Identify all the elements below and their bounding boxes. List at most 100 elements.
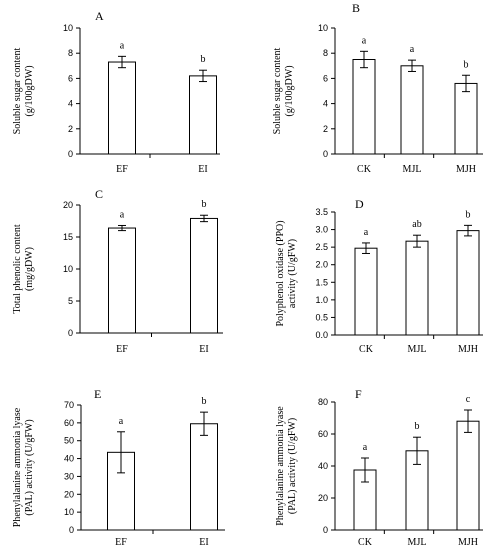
y-tick-label-b-4: 8 — [323, 48, 328, 58]
y-axis-label-line-d-1: activity (U/gFW) — [287, 239, 298, 308]
y-axis-label-e: Phenylalanine ammonia lyase(PAL) activit… — [12, 407, 35, 527]
y-tick-label-e-6: 60 — [64, 418, 74, 428]
y-tick-label-a-5: 10 — [63, 23, 73, 33]
significance-label-d-0: a — [364, 227, 369, 238]
category-label-e-1: EI — [199, 537, 208, 548]
y-tick-label-d-0: 0.0 — [315, 330, 328, 340]
significance-label-d-2: b — [466, 209, 471, 220]
y-tick-label-d-6: 3.0 — [315, 225, 328, 235]
bar-c-1 — [190, 217, 218, 334]
y-tick-label-c-3: 15 — [63, 232, 73, 242]
significance-label-a-1: b — [201, 54, 206, 65]
bar-d-1 — [405, 240, 429, 336]
bar-f-2 — [456, 420, 480, 531]
category-label-e-0: EF — [115, 537, 127, 548]
y-axis-label-line-a-1: (g/100gDW) — [24, 65, 35, 116]
significance-label-f-2: c — [466, 394, 471, 405]
y-axis-label-f: Phenylalanine ammonia lyase(PAL) activit… — [275, 406, 298, 526]
panel-label-f: F — [355, 387, 362, 401]
y-tick-label-c-2: 10 — [63, 264, 73, 274]
y-axis-label-a: Soluble sugar content(g/100gDW) — [12, 47, 35, 134]
y-axis-label-line-b-1: (g/100gDW) — [284, 65, 295, 116]
y-tick-label-e-7: 70 — [64, 400, 74, 410]
significance-label-f-1: b — [415, 421, 420, 432]
y-axis-label-line-f-0: Phenylalanine ammonia lyase — [275, 406, 286, 526]
y-axis-label-line-d-0: Polyphenol oxidase (PPO) — [275, 220, 286, 326]
y-tick-label-d-3: 1.5 — [315, 277, 328, 287]
y-tick-label-e-1: 10 — [64, 507, 74, 517]
bar-b-1 — [400, 65, 424, 155]
y-tick-label-b-5: 10 — [318, 23, 328, 33]
y-axis-label-line-f-1: (PAL) activity (U/gFW) — [287, 418, 298, 514]
y-tick-label-d-4: 2.0 — [315, 260, 328, 270]
y-tick-label-b-3: 6 — [323, 73, 328, 83]
significance-label-f-0: a — [363, 442, 368, 453]
bar-d-0 — [354, 247, 378, 336]
bar-b-0 — [352, 59, 376, 155]
category-label-b-2: MJH — [456, 164, 476, 175]
bar-c-0 — [108, 227, 136, 334]
category-label-b-1: MJL — [403, 164, 422, 175]
y-tick-label-e-0: 0 — [69, 525, 74, 535]
y-tick-label-a-4: 8 — [68, 48, 73, 58]
category-label-d-1: MJL — [408, 344, 427, 355]
y-tick-label-d-5: 2.5 — [315, 242, 328, 252]
bar-a-0 — [108, 61, 136, 155]
y-axis-label-b: Soluble sugar content(g/100gDW) — [272, 47, 295, 134]
significance-label-b-1: a — [410, 44, 415, 55]
y-tick-label-d-2: 1.0 — [315, 295, 328, 305]
y-tick-label-e-2: 20 — [64, 489, 74, 499]
category-label-a-1: EI — [198, 164, 207, 175]
significance-label-a-0: a — [120, 40, 125, 51]
y-tick-label-b-1: 2 — [323, 124, 328, 134]
y-axis-label-line-c-1: (mg/gDW) — [24, 247, 35, 291]
y-tick-label-f-2: 40 — [318, 461, 328, 471]
category-label-f-2: MJH — [458, 537, 478, 548]
y-axis-label-line-a-0: Soluble sugar content — [12, 47, 23, 134]
significance-label-c-0: a — [120, 209, 125, 220]
y-tick-label-a-3: 6 — [68, 73, 73, 83]
y-tick-label-d-1: 0.5 — [315, 312, 328, 322]
panel-label-a: A — [95, 9, 104, 23]
y-axis-label-d: Polyphenol oxidase (PPO)activity (U/gFW) — [275, 220, 298, 326]
panel-label-b: B — [352, 1, 360, 15]
y-axis-label-line-b-0: Soluble sugar content — [272, 47, 283, 134]
significance-label-d-1: ab — [412, 219, 421, 230]
significance-label-b-0: a — [362, 35, 367, 46]
y-tick-label-e-5: 50 — [64, 436, 74, 446]
category-label-b-0: CK — [357, 164, 372, 175]
significance-label-e-1: b — [202, 396, 207, 407]
significance-label-b-2: b — [464, 59, 469, 70]
bar-a-1 — [189, 75, 217, 155]
category-label-d-2: MJH — [458, 344, 478, 355]
y-tick-label-a-1: 2 — [68, 124, 73, 134]
bar-e-1 — [190, 423, 218, 531]
y-tick-label-c-1: 5 — [68, 296, 73, 306]
y-tick-label-c-0: 0 — [68, 328, 73, 338]
y-axis-label-line-e-0: Phenylalanine ammonia lyase — [12, 407, 23, 527]
y-tick-label-d-7: 3.5 — [315, 207, 328, 217]
y-axis-label-line-e-1: (PAL) activity (U/gFW) — [24, 419, 35, 515]
panel-label-e: E — [94, 387, 101, 401]
y-tick-label-a-0: 0 — [68, 149, 73, 159]
panel-label-c: C — [95, 187, 103, 201]
category-label-c-0: EF — [116, 344, 128, 355]
y-tick-label-b-0: 0 — [323, 149, 328, 159]
significance-label-e-0: a — [119, 416, 124, 427]
bar-b-2 — [454, 82, 478, 155]
panel-label-d: D — [355, 197, 364, 211]
category-label-f-1: MJL — [408, 537, 427, 548]
y-tick-label-f-0: 0 — [323, 525, 328, 535]
category-label-a-0: EF — [116, 164, 128, 175]
y-tick-label-e-3: 30 — [64, 471, 74, 481]
category-label-f-0: CK — [358, 537, 373, 548]
category-label-c-1: EI — [199, 344, 208, 355]
y-tick-label-e-4: 40 — [64, 454, 74, 464]
y-tick-label-b-2: 4 — [323, 99, 328, 109]
y-axis-label-line-c-0: Total phenolic content — [12, 224, 23, 313]
y-tick-label-f-4: 80 — [318, 397, 328, 407]
y-tick-label-f-3: 60 — [318, 429, 328, 439]
significance-label-c-1: b — [202, 199, 207, 210]
category-label-d-0: CK — [359, 344, 374, 355]
